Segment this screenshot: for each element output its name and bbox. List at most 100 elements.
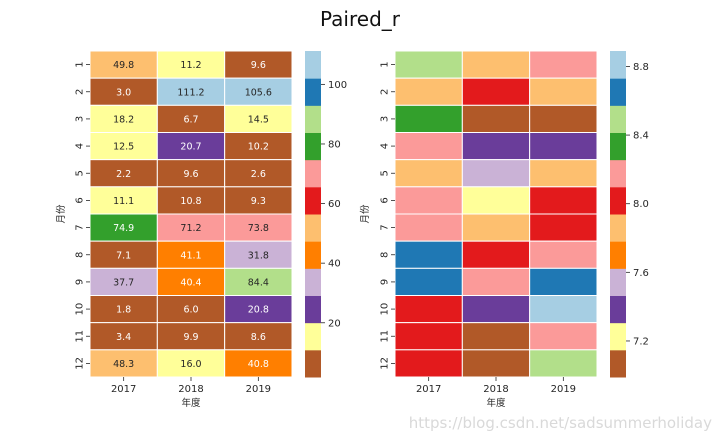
cell-value-label: 9.3 xyxy=(251,196,266,207)
y-tick-label: 3 xyxy=(380,116,391,122)
cell-value-label: 1.8 xyxy=(116,305,131,316)
heatmap-cell xyxy=(224,295,293,324)
heatmap-cell xyxy=(394,77,463,106)
y-tick-label: 4 xyxy=(380,143,391,149)
colorbar-left: 20 40 60 80 100 xyxy=(305,51,347,378)
colorbar-band xyxy=(610,105,626,133)
y-tick-label: 7 xyxy=(75,224,86,230)
cell-value-label: 9.9 xyxy=(183,332,198,343)
colorbar-band xyxy=(305,295,321,324)
cell-value-label: 105.6 xyxy=(245,87,272,98)
cell-value-label: 73.8 xyxy=(248,223,269,234)
cell-value-label: 74.9 xyxy=(113,223,134,234)
heatmap-cell xyxy=(224,240,293,269)
heatmap-cell xyxy=(461,186,531,215)
heatmap-cell xyxy=(461,295,531,324)
y-tick-label: 5 xyxy=(380,170,391,176)
colorbar-band xyxy=(610,268,626,296)
heatmap-cell xyxy=(461,213,531,242)
cell-value-label: 9.6 xyxy=(183,169,198,180)
heatmap-cell xyxy=(224,77,293,106)
cell-value-label: 9.6 xyxy=(251,60,266,71)
colorbar-band xyxy=(610,159,626,188)
heatmap-cell xyxy=(156,104,226,134)
figure-title: Paired_r xyxy=(320,7,401,31)
heatmap-cell xyxy=(394,186,463,215)
heatmap-cell xyxy=(89,295,158,324)
x-tick-label: 2019 xyxy=(551,384,576,395)
heatmap-cell xyxy=(394,240,463,269)
colorbar-tick-label: 8.0 xyxy=(633,199,649,210)
cell-value-label: 6.0 xyxy=(183,305,198,316)
heatmap-cell xyxy=(461,77,531,106)
cell-value-label: 41.1 xyxy=(180,250,201,261)
watermark: https://blog.csdn.net/sadsummerholiday xyxy=(409,414,712,432)
cell-value-label: 2.2 xyxy=(116,169,131,180)
heatmap-cell xyxy=(156,240,226,269)
y-tick-label: 11 xyxy=(380,330,391,343)
colorbar-band xyxy=(305,132,321,161)
heatmap-cell xyxy=(156,186,226,215)
heatmap-cell xyxy=(394,213,463,242)
y-tick-label: 10 xyxy=(380,303,391,316)
heatmap-right-x-label: 年度 xyxy=(486,397,506,409)
heatmap-cell xyxy=(89,240,158,269)
heatmap-cell xyxy=(224,186,293,215)
y-tick-label: 8 xyxy=(75,252,86,258)
y-tick-label: 4 xyxy=(75,143,86,149)
heatmap-right-cells xyxy=(394,50,598,378)
heatmap-cell xyxy=(461,240,531,269)
y-tick-label: 7 xyxy=(380,224,391,230)
heatmap-cell xyxy=(224,213,293,242)
colorbar-tick-label: 20 xyxy=(328,318,341,329)
cell-value-label: 12.5 xyxy=(113,142,134,153)
y-tick-label: 12 xyxy=(380,357,391,370)
x-tick-label: 2018 xyxy=(178,384,203,395)
cell-value-label: 10.2 xyxy=(248,142,269,153)
heatmap-cell xyxy=(156,159,226,188)
heatmap-right-y-label: 月份 xyxy=(359,204,371,224)
cell-value-label: 49.8 xyxy=(113,60,134,71)
cell-value-label: 20.7 xyxy=(180,142,201,153)
colorbar-right: 7.2 7.6 8.0 8.4 8.8 xyxy=(610,51,649,378)
heatmap-cell xyxy=(461,159,531,188)
cell-value-label: 14.5 xyxy=(248,114,269,125)
colorbar-band xyxy=(305,322,321,351)
heatmap-cell xyxy=(529,267,598,297)
heatmap-cell xyxy=(529,322,598,351)
heatmap-cell xyxy=(529,213,598,242)
y-tick-label: 1 xyxy=(380,61,391,67)
colorbar-tick-label: 8.8 xyxy=(633,62,649,73)
colorbar-tick-label: 7.2 xyxy=(633,336,649,347)
cell-value-label: 3.0 xyxy=(116,87,131,98)
cell-value-label: 48.3 xyxy=(113,359,134,370)
colorbar-band xyxy=(610,214,626,242)
heatmap-cell xyxy=(394,159,463,188)
heatmap-cell xyxy=(461,267,531,297)
heatmap-cell xyxy=(156,295,226,324)
colorbar-band xyxy=(610,349,626,378)
cell-value-label: 111.2 xyxy=(177,87,204,98)
cell-value-label: 2.6 xyxy=(251,169,266,180)
colorbar-tick-label: 80 xyxy=(328,139,341,150)
x-tick-label: 2017 xyxy=(111,384,136,395)
heatmap-cell xyxy=(529,240,598,269)
x-tick-label: 2017 xyxy=(416,384,441,395)
heatmap-left-cells xyxy=(89,50,293,378)
colorbar-band xyxy=(610,186,626,215)
y-tick-label: 2 xyxy=(380,89,391,95)
colorbar-tick-label: 7.6 xyxy=(633,268,649,279)
heatmap-cell xyxy=(461,50,531,79)
heatmap-left: 49.8 11.2 9.6 3.0 111.2 105.6 18.2 6.7 14.5 12.5 2… xyxy=(55,50,347,409)
x-tick-label: 2018 xyxy=(483,384,508,395)
colorbar-band xyxy=(610,322,626,351)
x-tick-label: 2019 xyxy=(246,384,271,395)
heatmap-cell xyxy=(156,213,226,242)
heatmap-cell xyxy=(156,50,226,79)
heatmap-cell xyxy=(394,349,463,378)
heatmap-left-x-ticks: 2017 2018 2019 xyxy=(111,377,271,395)
y-tick-label: 9 xyxy=(380,279,391,285)
colorbar-band xyxy=(305,349,321,378)
colorbar-band xyxy=(305,268,321,296)
